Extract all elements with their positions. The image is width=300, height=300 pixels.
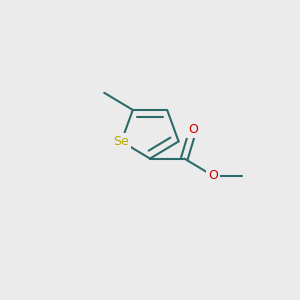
Text: O: O [188,124,198,136]
Text: O: O [208,169,218,182]
Text: Se: Se [113,135,129,148]
